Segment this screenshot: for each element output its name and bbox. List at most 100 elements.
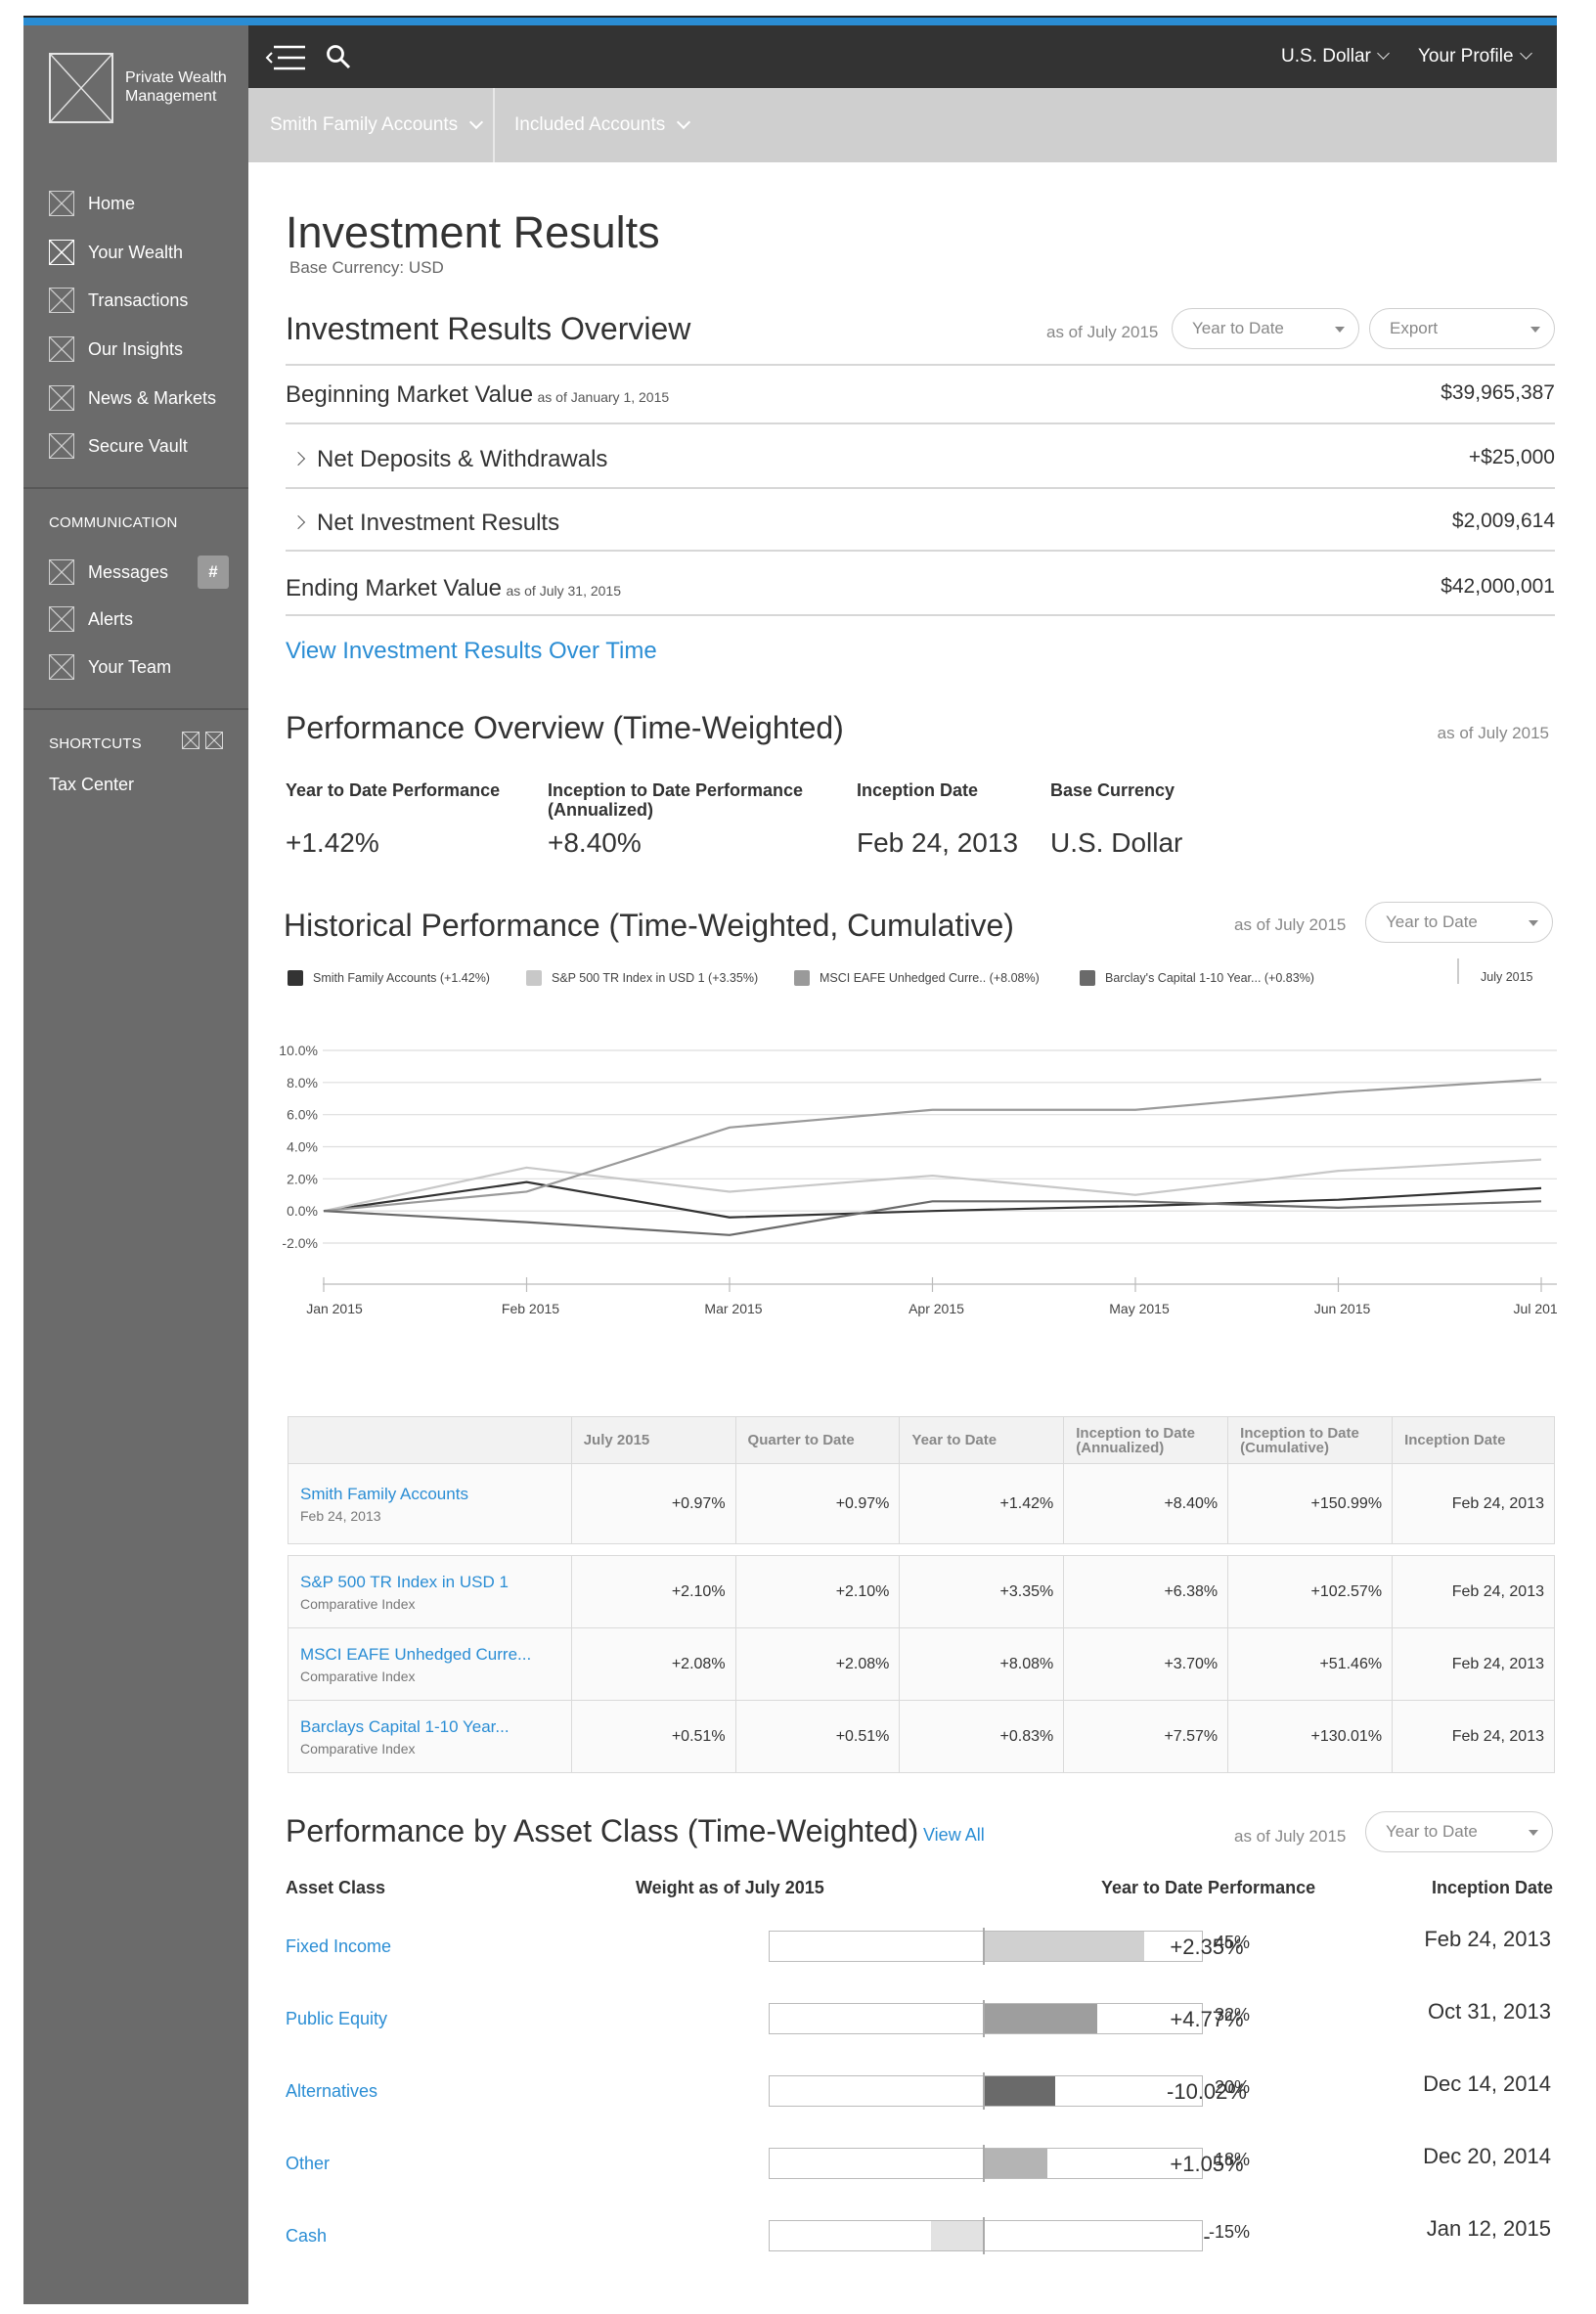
- nav-secure-vault[interactable]: Secure Vault: [49, 432, 188, 460]
- weight-bar: [769, 2145, 1203, 2182]
- x-tick-label: Feb 2015: [502, 1301, 559, 1316]
- net-investment-results-row[interactable]: Net Investment Results: [290, 510, 559, 537]
- legend-series-4[interactable]: Barclay's Capital 1-10 Year... (+0.83%): [1080, 970, 1314, 986]
- menu-toggle-icon[interactable]: [264, 43, 307, 72]
- currency-label: U.S. Dollar: [1281, 46, 1371, 67]
- cell: +1.42%: [899, 1463, 1065, 1544]
- included-accounts-dropdown[interactable]: Included Accounts: [514, 88, 691, 162]
- weight-bar-fill: [984, 2004, 1098, 2033]
- brand-line-2: Management: [125, 88, 217, 105]
- cell: +130.01%: [1227, 1700, 1394, 1773]
- asset-class-link[interactable]: Public Equity: [286, 2009, 388, 2028]
- asset-class-link[interactable]: Fixed Income: [286, 1936, 392, 1956]
- row-label: Net Deposits & Withdrawals: [317, 446, 608, 472]
- legend-swatch: [794, 970, 810, 986]
- nav-our-insights-label: Our Insights: [88, 338, 184, 359]
- overview-period-select[interactable]: Year to Date: [1172, 308, 1359, 349]
- transactions-icon: [49, 288, 74, 313]
- x-tick-label: Apr 2015: [909, 1301, 964, 1316]
- table-row: Barclays Capital 1-10 Year... Comparative…: [288, 1700, 1555, 1773]
- index-link[interactable]: Barclays Capital 1-10 Year...: [300, 1716, 510, 1736]
- weight-percent: 18%: [1215, 2150, 1251, 2169]
- shortcut-tax-center[interactable]: Tax Center: [49, 775, 135, 794]
- row-name-cell: MSCI EAFE Unhedged Curre... Comparative I…: [288, 1627, 572, 1701]
- performance-as-of: as of July 2015: [1437, 724, 1549, 742]
- nav-transactions[interactable]: Transactions: [49, 287, 188, 314]
- nav-our-insights[interactable]: Our Insights: [49, 335, 183, 363]
- edit-shortcuts-icon[interactable]: [182, 732, 200, 749]
- x-tick-label: May 2015: [1109, 1301, 1170, 1316]
- stat-heading: Base Currency: [1050, 780, 1175, 800]
- divider: [286, 364, 1555, 366]
- brand-line-1: Private Wealth: [125, 69, 227, 86]
- cell: +7.57%: [1063, 1700, 1229, 1773]
- nav-news-markets[interactable]: News & Markets: [49, 384, 216, 412]
- expand-chevron-icon: [290, 514, 306, 530]
- performance-table: July 2015 Quarter to Date Year to Date I…: [288, 1416, 1555, 1773]
- index-link[interactable]: MSCI EAFE Unhedged Curre...: [300, 1644, 532, 1664]
- cell: +0.97%: [734, 1463, 901, 1544]
- historical-period-select[interactable]: Year to Date: [1365, 902, 1553, 943]
- y-tick-label: 6.0%: [287, 1107, 318, 1123]
- cell: +0.51%: [734, 1700, 901, 1773]
- legend-series-3[interactable]: MSCI EAFE Unhedged Curre.. (+8.08%): [794, 970, 1040, 986]
- alerts-icon: [49, 606, 74, 632]
- net-deposits-row[interactable]: Net Deposits & Withdrawals: [290, 446, 608, 473]
- y-tick-label: 4.0%: [287, 1139, 318, 1155]
- inception-date: Oct 31, 2013: [1428, 1999, 1551, 2024]
- table-row: Smith Family Accounts Feb 24, 2013 +0.97%…: [288, 1463, 1555, 1544]
- weight-bar-axis: [983, 2145, 985, 2182]
- row-value: +$25,000: [1468, 446, 1555, 468]
- weight-bar: [769, 2072, 1203, 2110]
- stat-value: +8.40%: [548, 827, 642, 858]
- add-shortcut-icon[interactable]: [205, 732, 223, 749]
- historical-period-value: Year to Date: [1386, 912, 1478, 931]
- historical-performance-chart: 10.0% 8.0% 6.0% 4.0% 2.0% 0.0% -2.0% Jan 2015 Fe…: [279, 1043, 1557, 1316]
- brand-name: Private Wealth Management: [125, 68, 227, 106]
- asset-class-link[interactable]: Alternatives: [286, 2081, 378, 2101]
- nav-your-team[interactable]: Your Team: [49, 653, 171, 681]
- legend-series-1[interactable]: Smith Family Accounts (+1.42%): [288, 970, 490, 986]
- logo[interactable]: [49, 53, 113, 123]
- currency-dropdown[interactable]: U.S. Dollar: [1281, 46, 1390, 67]
- divider: [286, 614, 1555, 616]
- weight-bar: [769, 2217, 1203, 2254]
- asset-class-link[interactable]: Cash: [286, 2226, 328, 2246]
- cell: +0.83%: [899, 1700, 1065, 1773]
- itd-performance-stat: Inception to Date Performance (Annualize…: [548, 780, 803, 859]
- series-line-4: [323, 1200, 1542, 1236]
- series-line-3: [323, 1078, 1542, 1213]
- asset-class-link[interactable]: Other: [286, 2154, 331, 2173]
- profile-dropdown[interactable]: Your Profile: [1418, 46, 1532, 67]
- inception-date-header: Inception Date: [1431, 1878, 1553, 1897]
- nav-alerts[interactable]: Alerts: [49, 605, 133, 633]
- account-link[interactable]: Smith Family Accounts: [300, 1484, 468, 1503]
- accounts-dropdown[interactable]: Smith Family Accounts: [270, 88, 484, 162]
- row-value: $39,965,387: [1441, 381, 1555, 404]
- stat-value: +1.42%: [286, 827, 379, 858]
- legend-label: Barclay's Capital 1-10 Year... (+0.83%): [1105, 971, 1314, 985]
- nav-transactions-label: Transactions: [88, 289, 189, 310]
- inception-date: Feb 24, 2013: [1424, 1927, 1551, 1951]
- view-results-over-time-link[interactable]: View Investment Results Over Time: [286, 638, 657, 664]
- table-header-inception-date: Inception Date: [1392, 1416, 1555, 1464]
- search-icon[interactable]: [325, 43, 352, 70]
- stat-heading: Inception Date: [857, 780, 979, 800]
- nav-your-wealth[interactable]: Your Wealth: [49, 239, 183, 266]
- legend-series-2[interactable]: S&P 500 TR Index in USD 1 (+3.35%): [526, 970, 758, 986]
- chevron-down-icon: [469, 114, 484, 130]
- inception-date: Dec 20, 2014: [1423, 2144, 1551, 2168]
- cell: +8.40%: [1063, 1463, 1229, 1544]
- nav-messages[interactable]: Messages: [49, 558, 168, 586]
- export-select[interactable]: Export: [1369, 308, 1555, 349]
- divider: [286, 487, 1555, 489]
- export-value: Export: [1390, 319, 1439, 337]
- nav-home[interactable]: Home: [49, 190, 135, 217]
- asset-class-period-select[interactable]: Year to Date: [1365, 1811, 1553, 1852]
- wealth-icon: [49, 240, 74, 265]
- legend-date-label: July 2015: [1481, 970, 1533, 984]
- news-icon: [49, 385, 74, 411]
- view-all-link[interactable]: View All: [923, 1825, 985, 1845]
- ytd-performance: +2.35%: [1170, 1935, 1244, 1959]
- index-link[interactable]: S&P 500 TR Index in USD 1: [300, 1572, 509, 1591]
